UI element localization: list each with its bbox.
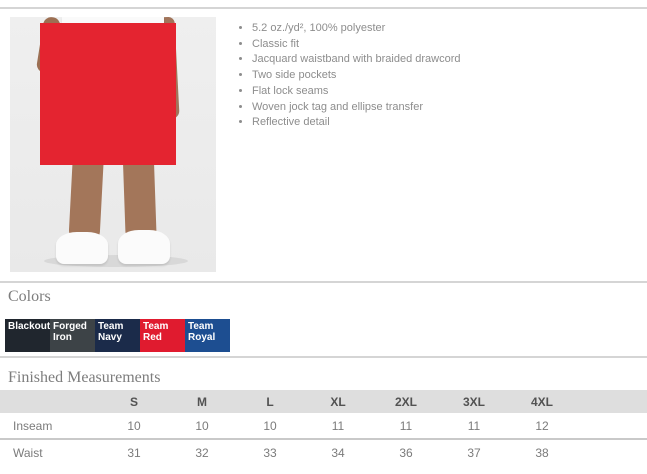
measurement-value: 10 <box>127 419 141 433</box>
color-swatch-label: Forged Iron <box>53 321 87 343</box>
size-column-header: XL <box>304 390 372 413</box>
row-filler <box>576 438 647 465</box>
product-photo <box>10 17 216 272</box>
measurements-divider <box>0 356 647 358</box>
feature-item: Flat lock seams <box>252 84 461 100</box>
size-header-row: S M L XL 2XL 3XL 4XL <box>0 390 647 413</box>
measurement-value: 32 <box>168 438 236 465</box>
measurement-value: 38 <box>508 438 576 465</box>
row-filler <box>576 413 647 439</box>
color-swatch-forged-iron[interactable]: Forged Iron <box>50 319 95 352</box>
measurement-value: 11 <box>399 419 413 433</box>
size-header-empty <box>0 390 100 413</box>
measurement-value: 11 <box>467 419 481 433</box>
measurement-value: 10 <box>195 419 209 433</box>
color-swatch-blackout[interactable]: Blackout <box>5 319 50 352</box>
size-column-header: 4XL <box>508 390 576 413</box>
feature-item: Reflective detail <box>252 115 461 131</box>
feature-item: Two side pockets <box>252 68 461 84</box>
feature-item: 5.2 oz./yd², 100% polyester <box>252 21 461 37</box>
feature-list: 5.2 oz./yd², 100% polyester Classic fit … <box>238 21 461 131</box>
photo-red-shorts <box>40 23 176 165</box>
colors-heading: Colors <box>8 288 51 305</box>
table-row-waist: Waist 31 32 33 34 36 37 38 <box>0 438 647 465</box>
measurement-value: 10 <box>263 419 277 433</box>
measurements-heading: Finished Measurements <box>8 369 161 386</box>
size-header-filler <box>576 390 647 413</box>
size-column-header: M <box>168 390 236 413</box>
color-swatch-team-navy[interactable]: Team Navy <box>95 319 140 352</box>
color-swatch-label: Team Navy <box>98 321 124 343</box>
feature-item: Woven jock tag and ellipse transfer <box>252 100 461 116</box>
photo-left-shoe <box>56 232 108 264</box>
size-column-header: 2XL <box>372 390 440 413</box>
measurement-row-label: Waist <box>0 438 100 465</box>
color-swatch-label: Team Red <box>143 321 169 343</box>
measurement-value: 37 <box>440 438 508 465</box>
measurements-table: S M L XL 2XL 3XL 4XL Inseam 10 10 10 11 … <box>0 390 647 465</box>
measurement-value: 12 <box>535 419 549 433</box>
size-column-header: L <box>236 390 304 413</box>
table-row-inseam: Inseam 10 10 10 11 11 11 12 <box>0 413 647 439</box>
color-swatch-team-red[interactable]: Team Red <box>140 319 185 352</box>
photo-right-shoe <box>118 230 170 264</box>
measurement-value: 36 <box>372 438 440 465</box>
feature-item: Classic fit <box>252 37 461 53</box>
product-section: 5.2 oz./yd², 100% polyester Classic fit … <box>0 9 647 272</box>
measurement-value: 31 <box>100 438 168 465</box>
measurement-value: 33 <box>236 438 304 465</box>
color-swatch-row: Blackout Forged Iron Team Navy Team Red … <box>5 319 647 352</box>
top-divider <box>0 7 647 9</box>
measurement-value: 34 <box>304 438 372 465</box>
color-swatch-team-royal[interactable]: Team Royal <box>185 319 230 352</box>
color-swatch-label: Team Royal <box>188 321 216 343</box>
colors-divider <box>0 281 647 283</box>
size-column-header: S <box>100 390 168 413</box>
size-column-header: 3XL <box>440 390 508 413</box>
color-swatch-label: Blackout <box>8 321 51 332</box>
feature-item: Jacquard waistband with braided drawcord <box>252 52 461 68</box>
measurement-row-label: Inseam <box>13 419 53 433</box>
measurement-value: 11 <box>331 419 345 433</box>
